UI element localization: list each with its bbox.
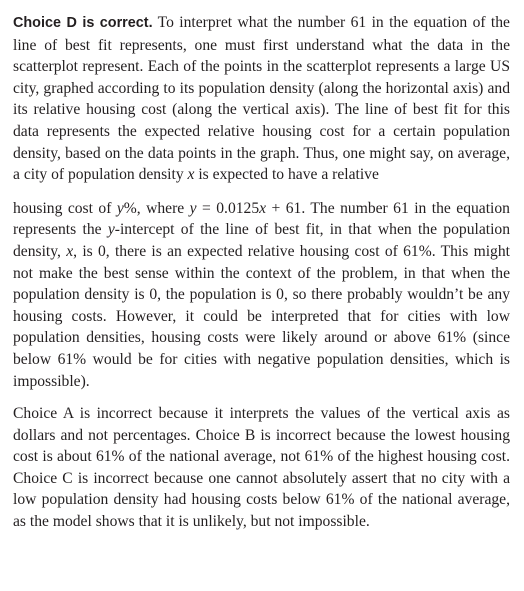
paragraph-intercept-interpretation: housing cost of y%, where y = 0.0125x + … xyxy=(13,198,510,392)
paragraph-text: To interpret what the number 61 in the e… xyxy=(13,14,510,184)
variable-y: y xyxy=(189,199,197,217)
paragraph-text: + 61. The number 61 in the equation repr… xyxy=(13,199,510,239)
variable-y: y xyxy=(116,199,124,217)
paragraph-text: %, where xyxy=(123,199,190,217)
paragraph-text: housing cost of xyxy=(13,199,117,217)
paragraph-correct-answer: Choice D is correct. To interpret what t… xyxy=(13,12,510,186)
paragraph-text: is expected to have a relative xyxy=(194,166,379,184)
explanation-page: Choice D is correct. To interpret what t… xyxy=(13,12,510,533)
paragraph-text: = 0.0125 xyxy=(196,199,260,217)
variable-x: x xyxy=(259,199,267,217)
variable-x: x xyxy=(66,242,74,260)
correct-answer-label: Choice D is correct. xyxy=(13,15,153,31)
paragraph-text: , is 0, there is an expected relative ho… xyxy=(13,242,510,390)
paragraph-text: -intercept of the line of best fit, in t… xyxy=(13,221,510,260)
paragraph-incorrect-choices: Choice A is incorrect because it interpr… xyxy=(13,405,510,531)
variable-x: x xyxy=(187,166,195,184)
variable-y: y xyxy=(107,221,115,239)
